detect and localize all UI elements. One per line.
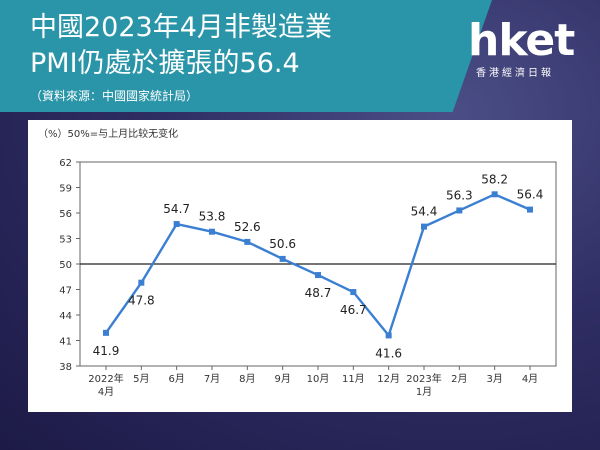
data-label: 52.6 xyxy=(234,220,261,234)
data-point xyxy=(350,289,357,296)
x-tick-label: 9月 xyxy=(274,373,290,385)
logo-wordmark: hket xyxy=(468,15,575,66)
x-tick-label: 2023年 xyxy=(406,372,441,385)
title-banner xyxy=(0,0,492,112)
data-label: 48.7 xyxy=(305,286,332,300)
data-point xyxy=(527,206,533,213)
data-label: 56.3 xyxy=(446,188,473,202)
y-tick-label: 56 xyxy=(59,209,72,220)
x-tick-label: 2月 xyxy=(451,373,467,385)
data-label: 56.4 xyxy=(517,188,544,202)
y-tick-label: 50 xyxy=(59,260,72,271)
x-tick-label: 5月 xyxy=(133,373,149,385)
x-tick-label: 6月 xyxy=(168,373,184,385)
data-point xyxy=(279,255,286,262)
data-point xyxy=(138,279,145,286)
x-tick-label: 4月 xyxy=(522,373,538,385)
x-tick-label: 3月 xyxy=(486,373,502,385)
data-point xyxy=(209,228,215,235)
logo-subtitle: 香港經濟日報 xyxy=(476,68,554,79)
y-tick-label: 47 xyxy=(59,286,72,297)
headline-line-1: 中國2023年4月非製造業 xyxy=(30,12,332,43)
data-point xyxy=(173,221,180,228)
data-point xyxy=(385,332,392,339)
y-tick-label: 59 xyxy=(59,184,72,195)
x-tick-label: 10月 xyxy=(307,373,330,385)
x-tick-label: 2022年 xyxy=(88,372,123,385)
y-tick-label: 62 xyxy=(59,158,72,169)
data-label: 41.9 xyxy=(93,344,120,358)
data-point xyxy=(421,223,427,230)
data-label: 53.8 xyxy=(199,210,226,224)
data-point xyxy=(456,207,463,214)
y-tick-label: 41 xyxy=(59,337,72,348)
x-tick-label: 8月 xyxy=(239,373,255,385)
x-tick-label: 7月 xyxy=(204,373,220,385)
pmi-line-chart: （%）50%=与上月比较无变化 41.9 47.8 54.7 53.8 52.6 50.6… xyxy=(38,127,557,398)
data-label: 46.7 xyxy=(340,303,367,317)
headline-line-2: PMI仍處於擴張的56.4 xyxy=(30,48,300,79)
x-tick-label: 11月 xyxy=(342,373,365,385)
data-label: 54.4 xyxy=(411,205,438,219)
data-point xyxy=(315,272,321,279)
data-label: 50.6 xyxy=(269,237,296,251)
y-axis-label: （%）50%=与上月比较无变化 xyxy=(38,127,178,140)
chart-panel: （%）50%=与上月比较无变化 41.9 47.8 54.7 53.8 52.6 50.6… xyxy=(28,120,572,412)
hket-logo: hket 香港經濟日報 xyxy=(468,18,583,90)
data-label: 58.2 xyxy=(481,172,508,186)
x-tick-label: 12月 xyxy=(377,373,400,385)
y-tick-label: 53 xyxy=(59,235,72,246)
data-label: 41.6 xyxy=(375,346,402,360)
x-tick-label: 4月 xyxy=(98,386,114,398)
source-note: （資料來源：中國國家統計局） xyxy=(30,89,199,103)
y-tick-label: 38 xyxy=(59,362,72,373)
data-point xyxy=(491,191,498,198)
data-point xyxy=(244,238,251,245)
x-tick-label: 1月 xyxy=(416,386,432,398)
data-point xyxy=(103,329,109,336)
headline: 中國2023年4月非製造業 PMI仍處於擴張的56.4 xyxy=(30,10,332,82)
data-label: 47.8 xyxy=(128,294,155,308)
data-label: 54.7 xyxy=(163,202,190,216)
y-tick-label: 44 xyxy=(59,311,72,322)
